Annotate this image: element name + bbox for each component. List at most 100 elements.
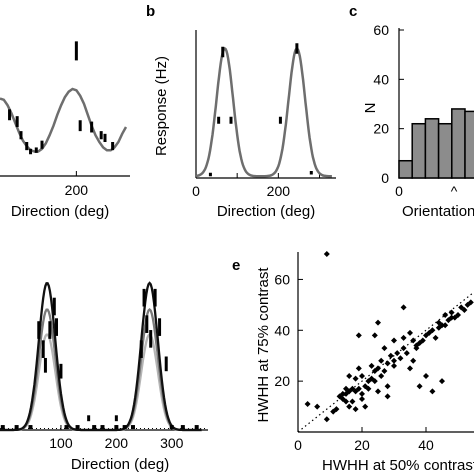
panel-e-point <box>314 403 321 410</box>
panel-d-x-axis-label: Direction (deg) <box>71 456 169 473</box>
panel-e-point <box>397 355 404 362</box>
panel-e-point <box>375 365 381 372</box>
panel-e-point <box>339 390 346 397</box>
panel-e-point <box>448 309 455 316</box>
panel-e-point <box>455 312 461 319</box>
panel-e-point <box>378 373 385 380</box>
panel-e-y-tick-label: 20 <box>274 373 290 389</box>
panel-e-point <box>371 378 378 385</box>
panel-e-point <box>461 306 468 313</box>
panel-d-baseline-point <box>180 425 185 430</box>
panel-c-y-axis-label: N <box>362 103 379 114</box>
panel-e-point <box>416 383 423 390</box>
panel-d-x-tick-label: 200 <box>105 435 129 451</box>
panel-e-point <box>384 360 391 367</box>
panel-e-point <box>323 251 330 257</box>
panel-e-point <box>403 350 410 357</box>
panel-a: 200 Direction (deg) <box>0 41 130 220</box>
panel-d-baseline-point <box>14 425 19 430</box>
panel-c-bar <box>451 108 466 179</box>
panel-b-x-tick-label: 200 <box>267 183 291 199</box>
panel-e-point <box>384 393 391 400</box>
panel-e-point <box>378 357 385 364</box>
panel-d: 100 200 300 Direction (deg) <box>0 281 208 473</box>
panel-c-y-tick-label: 0 <box>381 170 389 186</box>
panel-e-point <box>343 398 349 405</box>
panel-e-point <box>359 395 365 402</box>
panel-e-point <box>432 334 439 341</box>
panel-e-point <box>355 385 362 392</box>
panel-c-x-tick-label: 0 <box>395 183 403 199</box>
panel-c-bar <box>398 159 413 179</box>
panel-e-point <box>375 319 381 326</box>
panel-d-x-tick-label: 100 <box>49 435 73 451</box>
panel-e-point <box>352 375 359 382</box>
panel-c-y-tick-label: 60 <box>373 22 389 38</box>
panel-e-x-axis-label: HWHH at 50% contrast <box>322 457 474 474</box>
panel-e-point <box>352 406 359 413</box>
panel-e-point <box>410 357 417 364</box>
panel-d-x-tick-label: 300 <box>160 435 184 451</box>
panel-b-label: b <box>146 3 155 20</box>
panel-e-y-tick-label: 60 <box>274 271 290 287</box>
panel-b-fit-curve <box>195 46 332 178</box>
panel-e-point <box>391 337 397 344</box>
panel-e-x-tick-label: 40 <box>418 437 434 453</box>
panel-a-x-tick-label: 200 <box>65 182 89 198</box>
panel-d-baseline-point <box>169 425 174 430</box>
panel-e-point <box>349 398 356 405</box>
panel-e-label: e <box>232 257 240 274</box>
panel-c-bar <box>424 118 440 179</box>
panel-e-point <box>381 367 388 374</box>
panel-e-point <box>391 362 397 369</box>
panel-e-point <box>323 416 330 423</box>
panel-b-x-tick-label: 0 <box>192 183 200 199</box>
panel-c-bar <box>437 122 453 179</box>
panel-e-point <box>448 314 455 321</box>
panel-e-point <box>407 329 413 336</box>
panel-d-baseline-point <box>194 425 199 430</box>
panel-e-point <box>381 345 388 352</box>
panel-d-baseline-point <box>122 425 127 430</box>
panel-d-baseline-point <box>75 425 80 430</box>
panel-e-point <box>429 388 436 395</box>
panel-c-y-tick-label: 40 <box>373 71 389 87</box>
panel-e-point <box>362 403 369 410</box>
panel-c-x-axis-label: Orientation <box>402 203 474 220</box>
panel-e-point <box>391 357 397 364</box>
panel-e-point <box>346 373 353 380</box>
panel-c-bar <box>411 122 427 179</box>
panel-e-point <box>410 337 417 344</box>
panel-c-y-tick-label: 20 <box>373 121 389 137</box>
panel-e-point <box>359 390 365 397</box>
panel-e-point <box>359 373 365 380</box>
panel-e-point <box>355 365 362 372</box>
panel-e-point <box>407 365 413 372</box>
panel-c-label: c <box>349 3 357 20</box>
panel-e: 0 20 40 20 40 60 HWHH at 50% contrast HWHH at 7… <box>232 251 474 474</box>
panel-b: 0 200 Direction (deg) Response (Hz) b <box>146 3 336 220</box>
panel-e-point <box>423 373 429 380</box>
panel-a-x-axis-label: Direction (deg) <box>11 203 109 220</box>
panel-e-point <box>333 406 340 413</box>
panel-d-fit-curve <box>0 281 202 432</box>
panel-e-point <box>371 332 378 339</box>
panel-d-baseline-point <box>0 425 5 430</box>
panel-d-baseline-point <box>64 425 69 430</box>
panel-e-y-tick-label: 40 <box>274 322 290 338</box>
panel-e-point <box>387 352 394 359</box>
panel-e-point <box>394 350 401 357</box>
panel-c-x-tick-label: ^ <box>451 183 458 199</box>
panel-e-x-tick-label: 20 <box>354 437 370 453</box>
panel-c-bar <box>464 110 474 179</box>
panel-d-baseline-point <box>114 425 119 430</box>
panel-d-baseline-point <box>130 425 135 430</box>
panel-e-point <box>368 362 375 369</box>
panel-b-y-axis-label: Response (Hz) <box>153 56 170 156</box>
panel-a-fit-curve <box>0 87 128 153</box>
panel-b-x-axis-label: Direction (deg) <box>217 203 315 220</box>
panel-d-baseline-point <box>28 425 33 430</box>
panel-e-point <box>384 383 391 390</box>
panel-e-point <box>346 403 353 410</box>
